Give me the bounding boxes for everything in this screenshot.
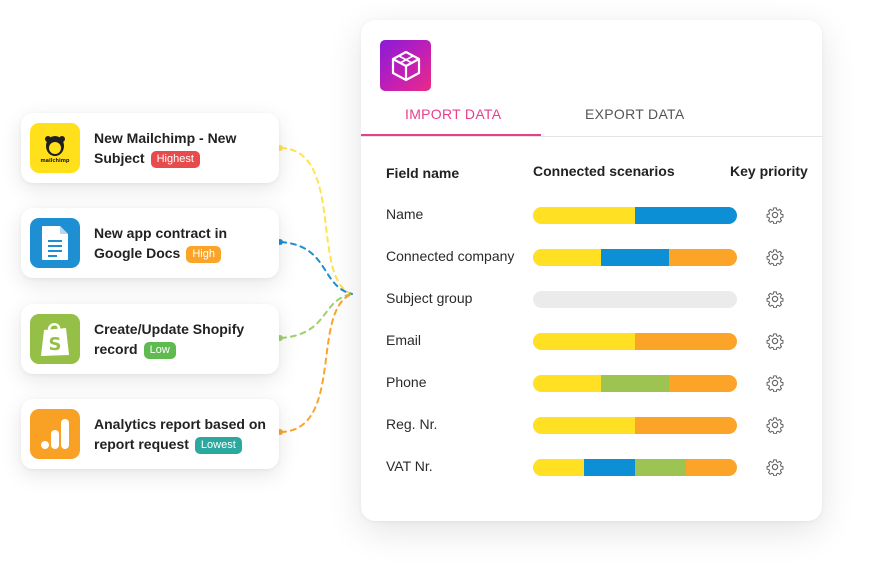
scenario-segment-yellow [533, 207, 635, 224]
connector-shopify [280, 293, 353, 339]
gear-icon[interactable] [766, 458, 784, 477]
mailchimp-icon: mailchimp [40, 136, 70, 164]
connector-google-docs [280, 241, 353, 295]
scenario-segment-orange [686, 459, 737, 476]
scenario-segment-yellow [533, 375, 601, 392]
scenario-segment-orange [635, 417, 737, 434]
field-name-label: Email [386, 332, 422, 348]
source-card-analytics[interactable]: Analytics report based on report request… [21, 399, 279, 469]
priority-badge-low: Low [143, 342, 176, 359]
scenario-bar [533, 291, 737, 308]
column-header-connected-scenarios: Connected scenarios [533, 163, 675, 179]
scenario-segment-orange [668, 249, 737, 266]
gear-icon[interactable] [766, 248, 784, 267]
source-title-line1: New app contract in [94, 225, 228, 241]
source-title-line2: report request [94, 436, 189, 452]
field-name-label: Phone [386, 374, 427, 390]
bar-chart-icon [41, 419, 69, 449]
field-row: Email [361, 330, 822, 352]
scenario-segment-green [600, 375, 669, 392]
scenario-segment-blue [600, 249, 669, 266]
field-name-label: Name [386, 206, 424, 222]
gear-icon[interactable] [766, 206, 784, 225]
shopping-bag-icon: S [41, 323, 69, 356]
tab-divider [361, 136, 822, 137]
scenario-bar [533, 207, 737, 224]
priority-badge-lowest: Lowest [194, 437, 242, 454]
gear-icon[interactable] [766, 374, 784, 393]
scenario-bar [533, 459, 737, 476]
scenario-segment-green [635, 459, 686, 476]
svg-text:S: S [49, 334, 62, 355]
scenario-bar [533, 375, 737, 392]
scenario-segment-orange [635, 333, 737, 350]
source-title-line1: Create/Update Shopify [94, 321, 245, 337]
svg-text:mailchimp: mailchimp [40, 158, 69, 164]
field-row: Reg. Nr. [361, 414, 822, 436]
document-icon [42, 226, 68, 260]
source-title-line1: New Mailchimp - New [94, 130, 237, 146]
scenario-bar [533, 417, 737, 434]
field-name-label: Reg. Nr. [386, 416, 438, 432]
source-card-shopify[interactable]: S Create/Update Shopify record Low [21, 304, 279, 374]
connector-mailchimp [280, 147, 353, 295]
scenario-bar [533, 333, 737, 350]
scenario-segment-orange [668, 375, 737, 392]
data-mapping-panel: IMPORT DATA EXPORT DATA Field name Conne… [361, 20, 822, 521]
shopify-app-icon: S [30, 314, 80, 364]
field-row: Phone [361, 372, 822, 394]
source-title-line2: record [94, 341, 138, 357]
scenario-segment-blue [584, 459, 635, 476]
field-row: Name [361, 204, 822, 226]
priority-badge-high: High [186, 246, 221, 263]
field-row: VAT Nr. [361, 456, 822, 478]
gear-icon[interactable] [766, 416, 784, 435]
analytics-app-icon [30, 409, 80, 459]
connector-analytics [280, 293, 353, 433]
tab-export-data[interactable]: EXPORT DATA [585, 106, 685, 122]
mailchimp-app-icon: mailchimp [30, 123, 80, 173]
field-name-label: Connected company [386, 248, 515, 264]
gear-icon[interactable] [766, 290, 784, 309]
priority-badge-highest: Highest [150, 151, 200, 168]
source-card-mailchimp[interactable]: mailchimp New Mailchimp - New Subject Hig… [21, 113, 279, 183]
source-card-google-docs[interactable]: New app contract in Google Docs High [21, 208, 279, 278]
scenario-segment-yellow [533, 417, 635, 434]
scenario-segment-yellow [533, 249, 601, 266]
scenario-segment-yellow [533, 459, 584, 476]
tab-import-data[interactable]: IMPORT DATA [405, 106, 502, 122]
field-name-label: VAT Nr. [386, 458, 433, 474]
field-row: Subject group [361, 288, 822, 310]
source-title-line1: Analytics report based on [94, 416, 266, 432]
scenario-bar [533, 249, 737, 266]
field-name-label: Subject group [386, 290, 473, 306]
column-header-key-priority: Key priority [730, 163, 808, 179]
scenario-segment-blue [635, 207, 737, 224]
scenario-segment-yellow [533, 333, 635, 350]
source-title-line2: Subject [94, 150, 145, 166]
tab-active-indicator [361, 134, 541, 136]
google-docs-app-icon [30, 218, 80, 268]
app-logo [380, 40, 431, 91]
gear-icon[interactable] [766, 332, 784, 351]
field-row: Connected company [361, 246, 822, 268]
source-title-line2: Google Docs [94, 245, 181, 261]
cube-icon [391, 50, 420, 81]
column-header-field-name: Field name [386, 165, 460, 181]
